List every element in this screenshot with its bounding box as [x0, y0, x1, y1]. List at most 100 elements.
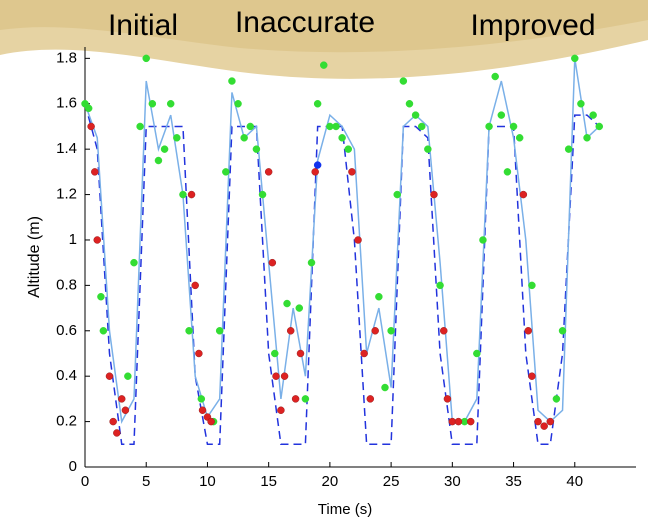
point [440, 327, 448, 335]
point [185, 327, 193, 335]
point [546, 417, 555, 426]
point [121, 406, 130, 414]
x-tick-label: 10 [199, 473, 216, 490]
point [519, 190, 528, 199]
point [109, 417, 117, 426]
point [552, 395, 561, 403]
point [375, 292, 383, 301]
point [198, 406, 207, 414]
point [148, 100, 157, 108]
point [479, 236, 487, 244]
x-tick-label: 15 [260, 473, 277, 490]
y-tick-label: 1.2 [56, 186, 77, 203]
point [348, 168, 356, 176]
y-tick-label: 1.8 [56, 49, 77, 66]
y-tick-label: 0 [69, 458, 77, 475]
point [117, 395, 126, 403]
point [371, 327, 379, 335]
x-tick-label: 30 [444, 473, 461, 490]
point [411, 111, 420, 119]
point [228, 77, 236, 85]
x-tick-label: 0 [81, 473, 89, 490]
point [307, 258, 316, 267]
point [179, 190, 187, 199]
point [272, 372, 280, 380]
x-axis-label: Time (s) [318, 501, 372, 518]
x-tick-label: 35 [505, 473, 522, 490]
series-line [84, 103, 600, 446]
point [430, 190, 438, 199]
banner-band [0, 0, 648, 53]
point [313, 100, 322, 108]
point [589, 111, 597, 119]
point [405, 100, 414, 108]
point [313, 161, 322, 169]
point [393, 190, 401, 199]
point [583, 134, 591, 142]
point [417, 122, 426, 131]
point [436, 281, 444, 290]
series-line [84, 58, 600, 424]
point [283, 299, 291, 308]
point [191, 281, 199, 290]
point [338, 134, 346, 142]
point [97, 292, 105, 301]
y-axis-label: Altitude (m) [26, 216, 43, 298]
y-tick-label: 0.2 [56, 413, 77, 430]
point [246, 122, 255, 131]
point [528, 281, 536, 290]
point [160, 145, 169, 153]
point [558, 327, 567, 335]
point [215, 327, 224, 335]
point [577, 100, 585, 108]
point [166, 100, 175, 108]
point [540, 422, 548, 430]
point [258, 190, 267, 199]
point [99, 327, 108, 335]
point [387, 327, 395, 335]
point [296, 349, 305, 358]
point [234, 100, 242, 108]
point [93, 236, 101, 244]
annotation: Inaccurate [235, 6, 375, 39]
point [142, 54, 150, 63]
point [195, 349, 203, 358]
point [271, 349, 279, 358]
point [301, 395, 310, 403]
point [207, 417, 215, 426]
point [466, 417, 475, 426]
point [443, 395, 452, 403]
point [381, 383, 389, 392]
point [320, 61, 328, 69]
point [524, 327, 532, 335]
y-tick-label: 1.6 [56, 95, 77, 112]
point [515, 134, 524, 142]
point [105, 372, 114, 380]
point [528, 372, 536, 380]
point [497, 111, 506, 119]
point [187, 190, 196, 199]
point [130, 258, 138, 267]
point [509, 122, 518, 131]
point [87, 122, 95, 131]
point [252, 145, 261, 153]
point [344, 145, 353, 153]
x-tick-label: 5 [142, 473, 150, 490]
point [534, 417, 542, 426]
point [295, 304, 304, 312]
point [264, 168, 273, 176]
point [424, 145, 432, 153]
point [197, 395, 206, 403]
point [91, 168, 99, 176]
point [311, 168, 319, 176]
point [286, 327, 295, 335]
y-tick-label: 1 [69, 231, 77, 248]
annotation: Improved [470, 9, 595, 42]
x-tick-label: 25 [383, 473, 400, 490]
point [291, 395, 300, 403]
point [564, 145, 573, 153]
x-tick-label: 20 [322, 473, 339, 490]
point [113, 429, 121, 437]
point [354, 236, 362, 244]
